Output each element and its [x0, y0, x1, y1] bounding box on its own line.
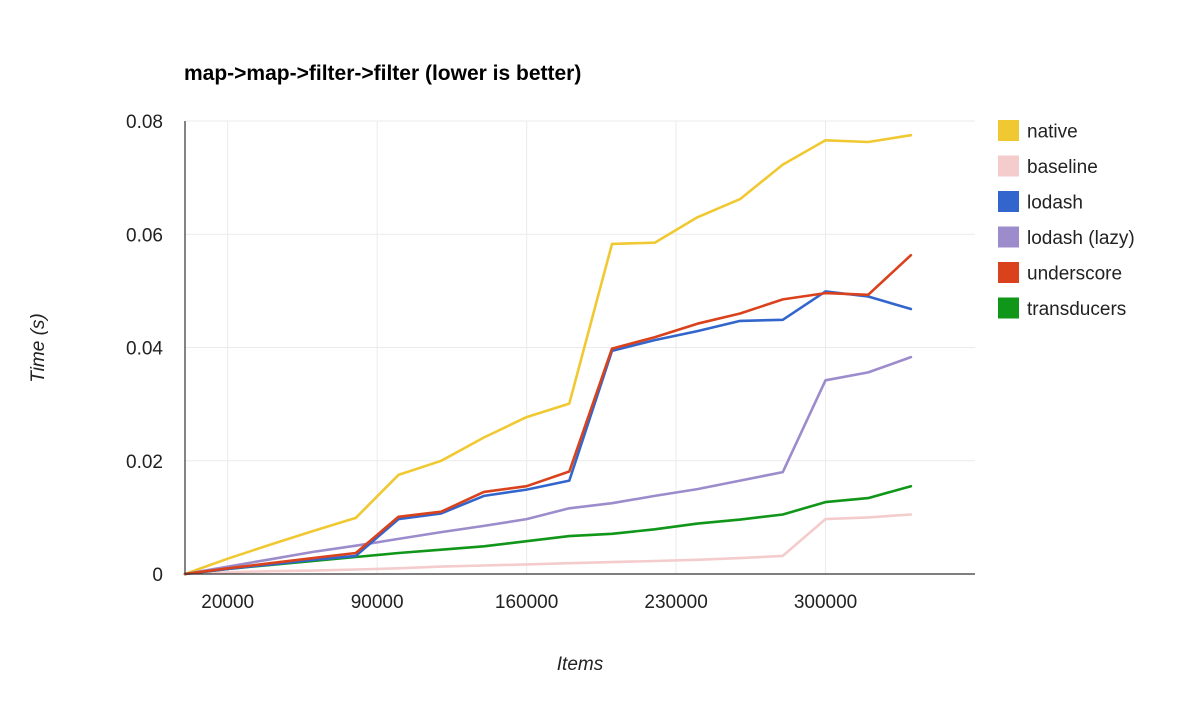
legend-swatch-underscore: [998, 262, 1019, 283]
x-tick-label: 300000: [794, 592, 857, 613]
legend-swatch-baseline: [998, 155, 1019, 177]
legend: native baseline lodash lodash (lazy) undersc…: [998, 120, 1135, 320]
x-axis-ticks: 20000 90000 160000 230000 300000: [201, 592, 857, 613]
x-tick-label: 20000: [201, 592, 254, 613]
y-tick-label: 0: [152, 565, 163, 586]
legend-swatch-lodash: [998, 191, 1019, 212]
series-line-baseline: [183, 513, 913, 576]
chart-title: map->map->filter->filter (lower is bette…: [184, 62, 581, 85]
y-axis-ticks: 0 0.02 0.04 0.06 0.08: [126, 112, 163, 586]
series-line-lodash: [183, 290, 913, 576]
legend-label-underscore: underscore: [1027, 264, 1122, 285]
y-tick-label: 0.04: [126, 339, 163, 360]
legend-label-lodash: lodash: [1027, 193, 1083, 214]
series-line-native: [183, 133, 913, 576]
legend-swatch-lodash-lazy: [998, 226, 1019, 248]
legend-label-native: native: [1027, 122, 1078, 143]
series-line-lodash-lazy: [183, 355, 913, 576]
y-axis-title: Time (s): [28, 313, 49, 383]
x-tick-label: 160000: [495, 592, 558, 613]
grid: [185, 120, 975, 574]
legend-label-baseline: baseline: [1027, 157, 1098, 178]
legend-label-transducers: transducers: [1027, 299, 1126, 320]
x-tick-label: 90000: [351, 592, 404, 613]
y-tick-label: 0.02: [126, 452, 163, 473]
x-axis-title: Items: [557, 654, 604, 675]
legend-label-lodash-lazy: lodash (lazy): [1027, 228, 1135, 249]
legend-swatch-native: [998, 120, 1019, 141]
y-tick-label: 0.08: [126, 112, 163, 133]
y-tick-label: 0.06: [126, 225, 163, 246]
legend-swatch-transducers: [998, 297, 1019, 319]
axes: [184, 121, 975, 575]
series-lines: [183, 133, 913, 576]
series-line-underscore: [183, 253, 913, 576]
x-tick-label: 230000: [644, 592, 707, 613]
